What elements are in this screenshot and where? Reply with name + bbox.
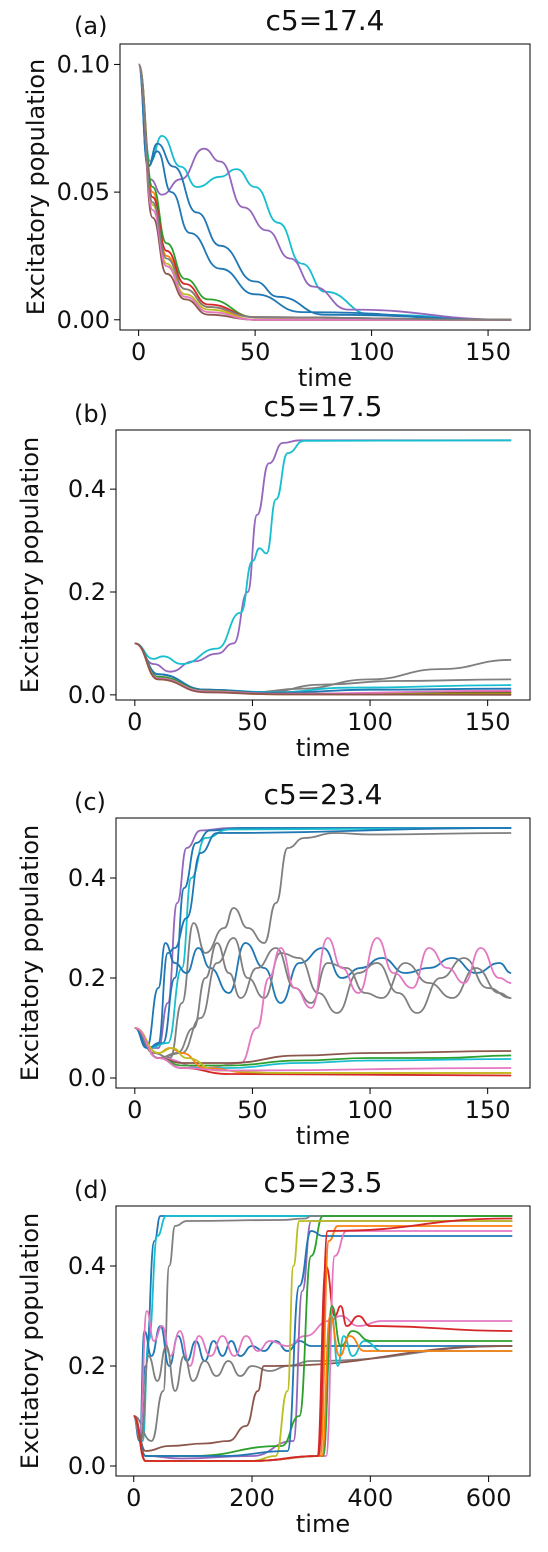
chart-title: c5=17.4 <box>265 4 385 37</box>
y-tick-label: 0.00 <box>57 306 110 334</box>
x-tick-label: 50 <box>237 708 268 736</box>
x-tick-label: 150 <box>465 1096 511 1124</box>
y-axis-label: Excitatory population <box>16 1212 45 1470</box>
series-group <box>134 827 512 1077</box>
series-line-3 <box>137 63 512 321</box>
series-line-6 <box>134 642 512 694</box>
x-tick-label: 600 <box>466 1484 512 1512</box>
y-tick-label: 0.2 <box>68 964 106 992</box>
plot-svg: 0 50 100 150 0.00 0.05 0.10 <box>57 43 531 366</box>
series-line-15 <box>134 1027 512 1074</box>
y-tick-label: 0.2 <box>68 1352 106 1380</box>
series-line-9 <box>137 63 512 321</box>
chart-panel-2: 0 50 100 150 0.0 0.2 0.4 (b) c5=17.5 time Excitato… <box>0 388 548 776</box>
y-tick-label: 0.0 <box>68 681 106 709</box>
y-tick-label: 0.4 <box>68 1252 106 1280</box>
y-axis-label: Excitatory population <box>16 436 45 694</box>
chart-panel-1: 0 50 100 150 0.00 0.05 0.10 (a) c5=17.4 time Excit… <box>0 0 548 392</box>
y-axis-label: Excitatory population <box>22 58 51 316</box>
series-line-8 <box>137 63 512 321</box>
series-line-5 <box>134 832 512 1059</box>
x-tick-label: 100 <box>347 708 393 736</box>
x-tick-label: 150 <box>465 338 511 366</box>
x-tick-label: 200 <box>229 1484 275 1512</box>
panel-label: (c) <box>74 788 106 816</box>
series-line-5 <box>137 63 512 321</box>
chart-panel-4: 0 200 400 600 0.0 0.2 0.4 (d) c5=23.5 time Excitat… <box>0 1164 548 1552</box>
x-axis-label: time <box>295 1122 351 1150</box>
series-line-6 <box>134 942 512 1049</box>
series-line-14 <box>132 1230 513 1457</box>
plot-svg: 0 200 400 600 0.0 0.2 0.4 <box>68 1205 531 1512</box>
x-tick-label: 0 <box>131 338 146 366</box>
x-tick-label: 150 <box>465 708 511 736</box>
x-tick-label: 50 <box>237 1096 268 1124</box>
plot-svg: 0 50 100 150 0.0 0.2 0.4 <box>68 817 531 1124</box>
y-tick-label: 0.10 <box>57 50 110 78</box>
x-tick-label: 0 <box>127 708 142 736</box>
series-line-7 <box>137 63 512 321</box>
panel-label: (d) <box>74 1176 108 1204</box>
series-line-3 <box>133 1215 513 1442</box>
y-tick-label: 0.4 <box>68 475 106 503</box>
y-tick-label: 0.2 <box>68 578 106 606</box>
x-tick-label: 100 <box>349 338 395 366</box>
axes-frame <box>115 429 531 701</box>
x-tick-label: 50 <box>240 338 271 366</box>
series-line-3 <box>134 827 512 1049</box>
series-line-2 <box>134 439 512 665</box>
axes-frame <box>115 817 531 1089</box>
series-line-16 <box>134 1027 512 1072</box>
y-tick-label: 0.4 <box>68 864 106 892</box>
axes-frame <box>115 1205 531 1477</box>
chart-panel-3: 0 50 100 150 0.0 0.2 0.4 (c) c5=23.4 time Excitato… <box>0 776 548 1164</box>
series-group <box>132 1215 513 1462</box>
series-group <box>137 63 512 321</box>
series-line-18 <box>132 1217 513 1462</box>
chart-title: c5=23.4 <box>263 778 383 811</box>
x-axis-label: time <box>295 1510 351 1538</box>
chart-title: c5=23.5 <box>263 1166 383 1199</box>
axes-frame <box>119 43 531 331</box>
series-line-11 <box>134 642 512 696</box>
x-tick-label: 400 <box>347 1484 393 1512</box>
series-line-5 <box>132 1310 513 1437</box>
y-tick-label: 0.05 <box>57 178 110 206</box>
series-line-11 <box>137 63 512 321</box>
series-line-8 <box>134 937 512 1059</box>
x-tick-label: 100 <box>347 1096 393 1124</box>
x-axis-label: time <box>295 734 351 762</box>
series-line-1 <box>137 63 512 321</box>
series-line-9 <box>134 937 512 1069</box>
y-tick-label: 0.0 <box>68 1064 106 1092</box>
series-group <box>134 439 512 696</box>
plot-svg: 0 50 100 150 0.0 0.2 0.4 <box>68 429 531 736</box>
series-line-4 <box>134 827 512 1049</box>
series-line-1 <box>134 439 512 673</box>
series-line-6 <box>137 63 512 321</box>
chart-title: c5=17.5 <box>263 390 383 423</box>
series-line-2 <box>137 63 512 321</box>
y-tick-label: 0.0 <box>68 1452 106 1480</box>
x-tick-label: 0 <box>126 1484 141 1512</box>
series-line-10 <box>137 63 512 321</box>
x-axis-label: time <box>297 364 353 392</box>
panel-label: (a) <box>74 12 108 40</box>
series-line-4 <box>137 63 512 321</box>
x-tick-label: 0 <box>127 1096 142 1124</box>
series-line-2 <box>134 827 512 1049</box>
panel-label: (b) <box>74 400 108 428</box>
series-line-7 <box>134 942 512 1059</box>
y-axis-label: Excitatory population <box>16 824 45 1082</box>
